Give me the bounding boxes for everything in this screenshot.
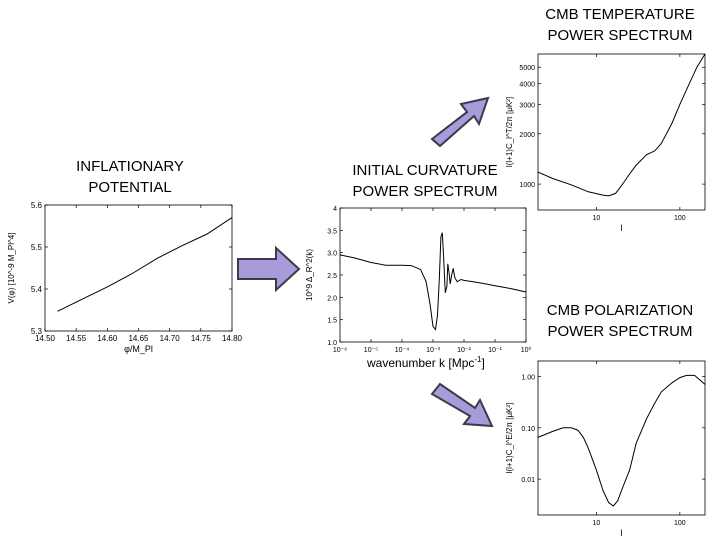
x-tick-label: 14.75 — [191, 334, 212, 343]
x-axis-label: φ/M_Pl — [124, 344, 153, 354]
x-tick-label: 10⁻¹ — [488, 347, 502, 354]
heading-line: POTENTIAL — [88, 179, 172, 196]
y-axis-label: 10^9 Δ_R^2(k) — [305, 249, 314, 301]
data-line — [57, 217, 233, 312]
heading-line: POWER SPECTRUM — [352, 183, 498, 200]
heading-line: INITIAL CURVATURE — [352, 162, 498, 179]
heading-line: CMB TEMPERATURE — [545, 6, 695, 23]
curvature-spectrum-heading: INITIAL CURVATURE POWER SPECTRUM — [330, 160, 520, 202]
y-tick-label: 3.0 — [327, 251, 337, 258]
heading-line: POWER SPECTRUM — [547, 323, 693, 340]
x-tick-label: 10⁻² — [457, 347, 471, 354]
y-axis-label: V(φ) [10^-9 M_Pl^4] — [7, 233, 16, 304]
plot-frame — [44, 204, 233, 332]
x-tick-label: 10 — [592, 215, 600, 222]
y-tick-label: 0.10 — [521, 426, 535, 433]
x-tick-label: 14.80 — [222, 334, 243, 343]
x-axis-label: l — [621, 528, 623, 538]
y-tick-label: 1000 — [519, 182, 535, 189]
data-line — [339, 232, 527, 331]
x-tick-label: 14.65 — [128, 334, 149, 343]
y-tick-label: 5000 — [519, 65, 535, 72]
x-tick-label: 14.50 — [35, 334, 56, 343]
x-tick-label: 10 — [592, 520, 600, 527]
inflationary-potential-chart: 14.50 14.55 14.60 14.65 14.70 14.75 14.80 5.3 5.… — [7, 201, 243, 354]
arrow-up-right-icon — [430, 96, 490, 148]
axis-label-end: ] — [481, 356, 485, 370]
y-axis-label: l(l+1)C_l^T/2π [μK²] — [505, 97, 514, 167]
y-tick-label: 2.0 — [327, 295, 337, 302]
y-tick-label: 2.5 — [327, 273, 337, 280]
x-tick-label: 10⁻⁴ — [395, 347, 410, 354]
arrow-right-icon — [237, 246, 301, 292]
plot-frame — [537, 53, 706, 211]
y-tick-label: 0.01 — [521, 477, 535, 484]
curvature-spectrum-chart: 10⁻⁶ 10⁻⁵ 10⁻⁴ 10⁻³ 10⁻² 10⁻¹ 10⁰ 1.0 1.5 2.0 2.5 3… — [305, 206, 532, 354]
y-tick-label: 5.3 — [31, 327, 43, 336]
plot-frame — [339, 207, 527, 343]
x-tick-label: 10⁰ — [521, 346, 532, 354]
x-tick-label: 10⁻⁶ — [333, 347, 347, 354]
cmb-polarization-chart: 10 100 0.01 0.10 1.00 l l(l+1)C_l^E/2π [μK²] — [505, 360, 706, 538]
y-tick-label: 5.5 — [31, 243, 43, 252]
heading-line: POWER SPECTRUM — [547, 27, 693, 44]
data-line — [537, 53, 706, 197]
axis-label-sup: -1 — [474, 355, 482, 364]
x-tick-label: 14.70 — [160, 334, 181, 343]
y-tick-label: 5.6 — [31, 201, 43, 210]
x-axis-label: l — [621, 223, 623, 233]
x-tick-label: 100 — [674, 520, 686, 527]
x-tick-label: 10⁻⁵ — [364, 347, 378, 354]
y-tick-label: 3.5 — [327, 228, 337, 235]
x-tick-label: 14.60 — [97, 334, 118, 343]
y-tick-label: 2000 — [519, 132, 535, 139]
x-tick-label: 100 — [674, 215, 686, 222]
arrow-down-right-icon — [430, 382, 494, 428]
y-tick-label: 1.5 — [327, 318, 337, 325]
cmb-polarization-heading: CMB POLARIZATION POWER SPECTRUM — [520, 300, 720, 342]
cmb-temperature-heading: CMB TEMPERATURE POWER SPECTRUM — [520, 4, 720, 46]
x-tick-label: 14.55 — [66, 334, 87, 343]
y-tick-label: 4 — [333, 206, 337, 213]
cmb-temperature-chart: 10 100 1000 2000 3000 4000 5000 l l(l+1)C_l^T/2π… — [505, 53, 706, 233]
heading-line: INFLATIONARY — [76, 158, 184, 175]
plot-frame — [537, 360, 706, 516]
heading-line: CMB POLARIZATION — [546, 302, 694, 319]
y-tick-label: 3000 — [519, 102, 535, 109]
y-tick-label: 5.4 — [31, 285, 43, 294]
y-axis-label: l(l+1)C_l^E/2π [μK²] — [505, 403, 514, 474]
y-tick-label: 1.00 — [521, 374, 535, 381]
y-tick-label: 1.0 — [327, 340, 337, 347]
inflationary-potential-heading: INFLATIONARY POTENTIAL — [40, 156, 220, 198]
x-tick-label: 10⁻³ — [426, 347, 440, 354]
data-line — [537, 374, 706, 507]
axis-label-text: wavenumber k [Mpc — [367, 356, 475, 370]
wavenumber-axis-label: wavenumber k [Mpc-1] — [367, 355, 485, 370]
y-tick-label: 4000 — [519, 81, 535, 88]
